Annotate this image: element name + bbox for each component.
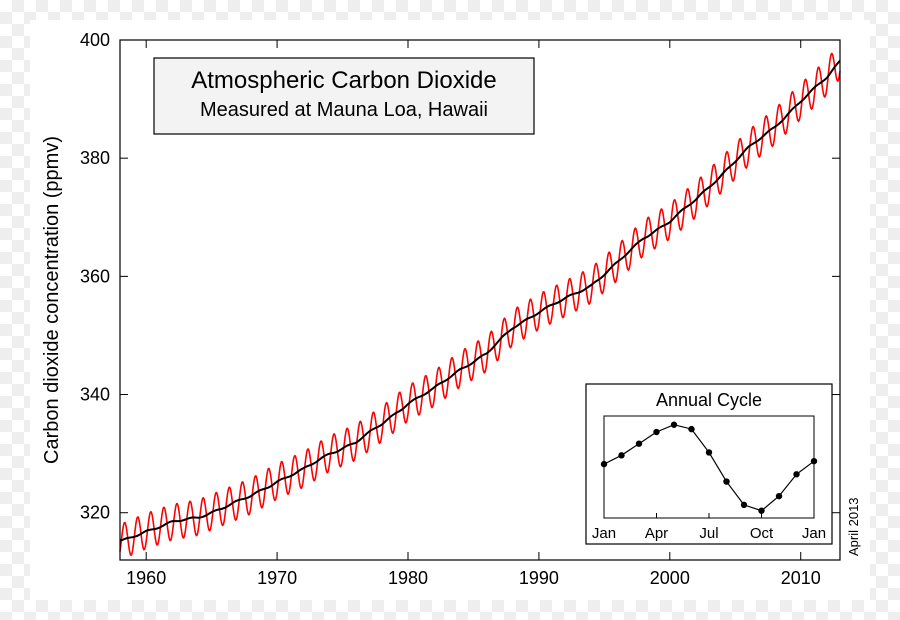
inset-marker — [741, 502, 747, 508]
inset-x-label: Jan — [592, 525, 616, 542]
inset-marker — [618, 452, 624, 458]
inset-x-label: Jan — [802, 525, 826, 542]
inset-marker — [706, 449, 712, 455]
inset-marker — [776, 493, 782, 499]
x-tick-label: 1990 — [519, 568, 559, 588]
y-tick-label: 320 — [80, 503, 110, 523]
x-tick-label: 1970 — [257, 568, 297, 588]
inset-x-label: Oct — [750, 525, 774, 542]
inset-marker — [671, 422, 677, 428]
inset-marker — [758, 508, 764, 514]
inset-marker — [793, 471, 799, 477]
inset-x-label: Apr — [645, 525, 668, 542]
inset-marker — [653, 429, 659, 435]
x-tick-label: 2000 — [650, 568, 690, 588]
x-tick-label: 2010 — [781, 568, 821, 588]
inset-marker — [601, 461, 607, 467]
y-axis-label: Carbon dioxide concentration (ppmv) — [41, 136, 63, 464]
inset-title: Annual Cycle — [656, 390, 762, 410]
caption: April 2013 — [846, 497, 861, 556]
x-tick-label: 1980 — [388, 568, 428, 588]
inset-marker — [636, 440, 642, 446]
inset-marker — [688, 426, 694, 432]
chart-frame: 1960 1970 1980 1990 2000 2010 320 340 360 380 400 C… — [30, 20, 870, 600]
x-tick-label: 1960 — [126, 568, 166, 588]
y-tick-label: 400 — [80, 30, 110, 50]
chart-subtitle: Measured at Mauna Loa, Hawaii — [200, 99, 488, 121]
inset-marker — [723, 478, 729, 484]
inset-marker — [811, 458, 817, 464]
y-tick-label: 340 — [80, 385, 110, 405]
chart-title: Atmospheric Carbon Dioxide — [191, 67, 496, 94]
y-tick-label: 360 — [80, 266, 110, 286]
y-tick-label: 380 — [80, 148, 110, 168]
inset-x-label: Jul — [699, 525, 718, 542]
co2-chart: 1960 1970 1980 1990 2000 2010 320 340 360 380 400 C… — [30, 20, 870, 600]
